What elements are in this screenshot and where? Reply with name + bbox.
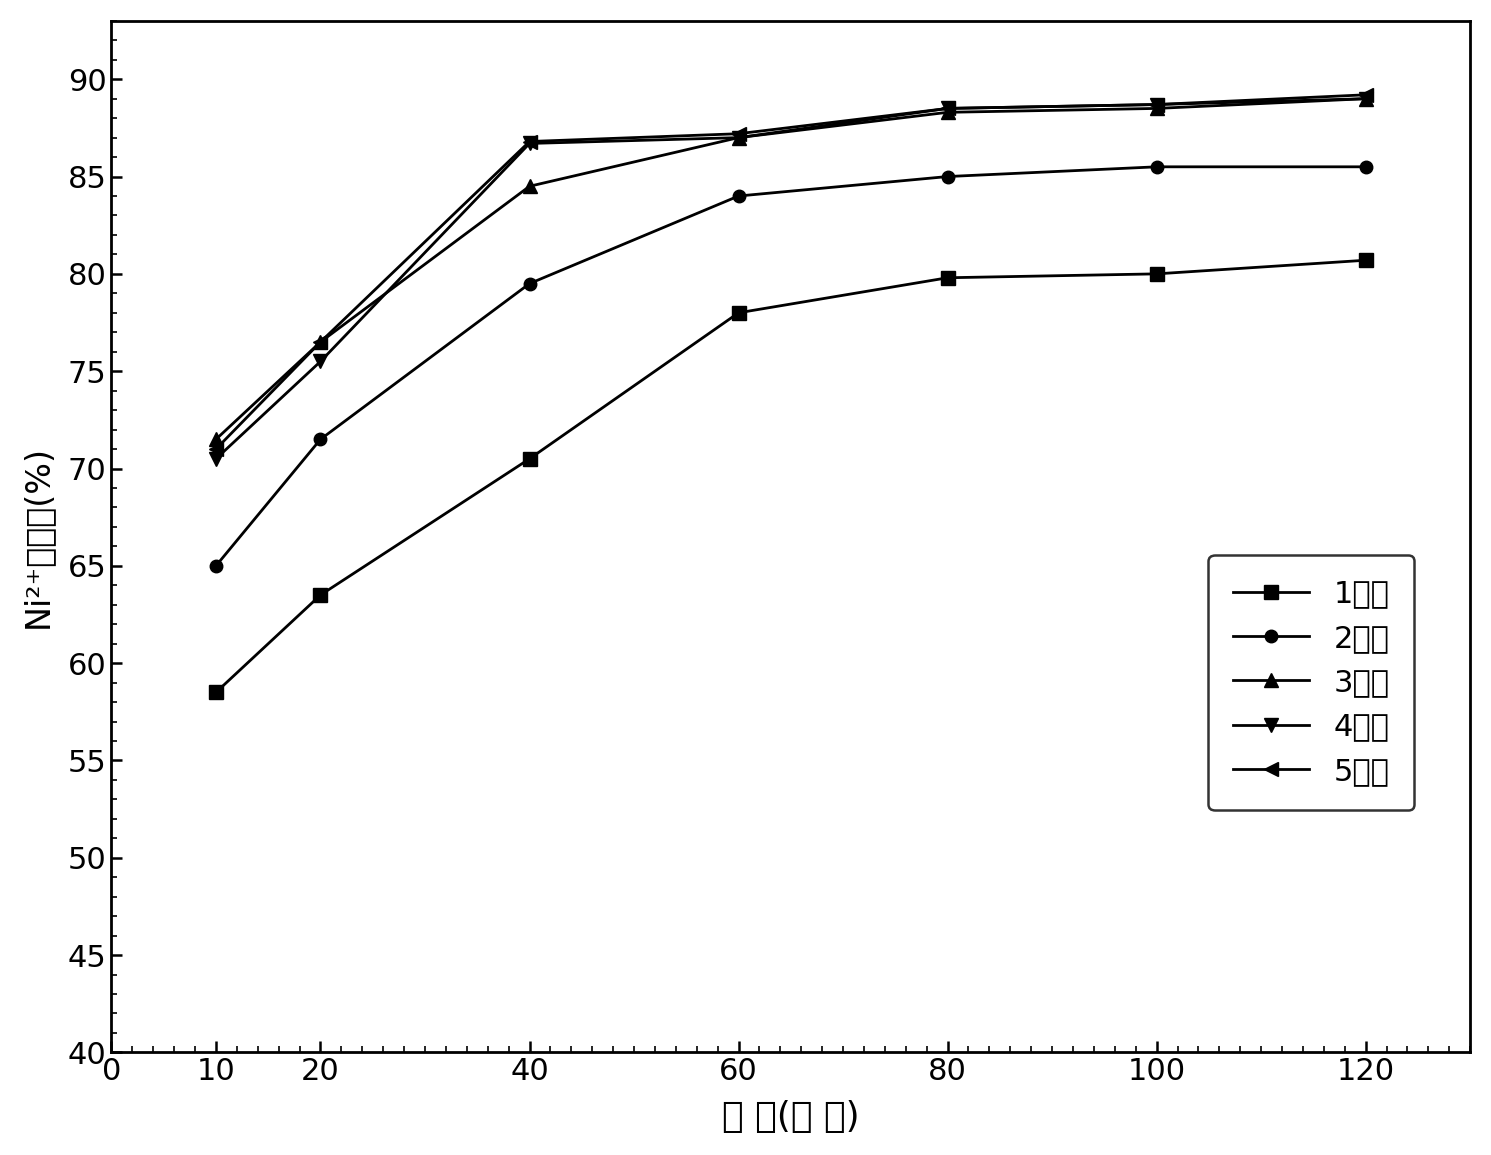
2小时	[207, 559, 225, 573]
4小时	[729, 131, 747, 144]
3小时	[520, 179, 538, 193]
3小时	[207, 432, 225, 446]
2小时	[729, 189, 747, 203]
3小时	[1357, 91, 1375, 105]
1小时	[520, 452, 538, 465]
4小时	[939, 102, 957, 116]
Line: 3小时: 3小时	[209, 91, 1373, 446]
4小时	[520, 136, 538, 150]
2小时	[520, 277, 538, 291]
5小时	[1357, 88, 1375, 102]
5小时	[939, 102, 957, 116]
Line: 2小时: 2小时	[210, 161, 1372, 572]
5小时	[207, 442, 225, 456]
1小时	[207, 685, 225, 699]
Line: 1小时: 1小时	[209, 253, 1373, 699]
1小时	[1357, 253, 1375, 267]
5小时	[729, 127, 747, 141]
4小时	[1357, 91, 1375, 105]
Line: 5小时: 5小时	[209, 88, 1373, 456]
Line: 4小时: 4小时	[209, 91, 1373, 465]
1小时	[939, 270, 957, 284]
1小时	[729, 306, 747, 320]
2小时	[312, 432, 330, 446]
X-axis label: 时 间(分 钟): 时 间(分 钟)	[722, 1101, 860, 1134]
1小时	[312, 588, 330, 602]
4小时	[1148, 98, 1166, 112]
Y-axis label: Ni²⁺去除率(%): Ni²⁺去除率(%)	[21, 445, 54, 628]
4小时	[312, 355, 330, 368]
2小时	[939, 170, 957, 184]
2小时	[1148, 159, 1166, 173]
3小时	[312, 335, 330, 349]
3小时	[729, 131, 747, 144]
4小时	[207, 452, 225, 465]
5小时	[520, 135, 538, 149]
5小时	[1148, 98, 1166, 112]
Legend: 1小时, 2小时, 3小时, 4小时, 5小时: 1小时, 2小时, 3小时, 4小时, 5小时	[1208, 556, 1413, 810]
3小时	[939, 105, 957, 119]
1小时	[1148, 267, 1166, 281]
2小时	[1357, 159, 1375, 173]
5小时	[312, 335, 330, 349]
3小时	[1148, 102, 1166, 116]
